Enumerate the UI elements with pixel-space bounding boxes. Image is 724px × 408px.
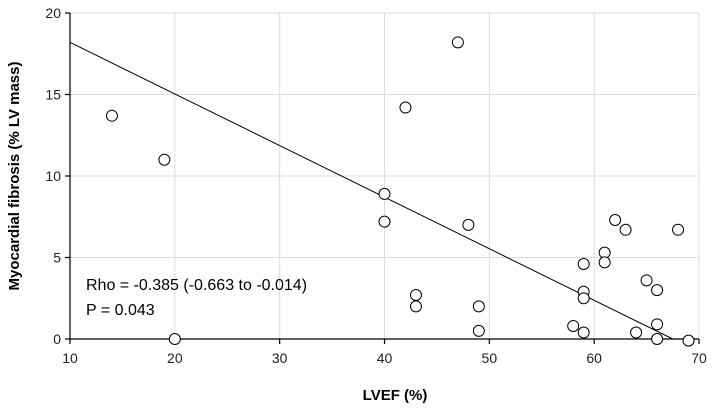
data-point: [577, 292, 590, 305]
x-tick-labels: 10 20 30 40 50 60 70: [62, 339, 707, 366]
data-point: [598, 256, 611, 269]
data-point: [619, 223, 632, 236]
data-points: [105, 36, 695, 347]
data-point: [577, 326, 590, 339]
data-point: [651, 318, 664, 331]
y-tick-label-0: 0: [53, 331, 61, 347]
x-tick-label-30: 30: [272, 350, 288, 366]
data-point: [567, 319, 580, 332]
annotation-rho: Rho = -0.385 (-0.663 to -0.014): [86, 277, 307, 294]
x-axis-title: LVEF (%): [363, 387, 428, 404]
data-point: [651, 333, 664, 345]
y-tick-label-20: 20: [45, 5, 61, 21]
data-point: [462, 218, 475, 231]
data-point: [168, 333, 181, 345]
annotation-p-value: P = 0.043: [86, 302, 155, 319]
data-point: [409, 300, 422, 313]
y-tick-label-10: 10: [45, 168, 61, 184]
data-point: [577, 258, 590, 271]
y-tick-label-5: 5: [53, 250, 61, 266]
y-tick-label-15: 15: [45, 87, 61, 103]
x-tick-label-10: 10: [62, 350, 78, 366]
x-tick-label-70: 70: [691, 350, 707, 366]
grid: [70, 12, 700, 339]
data-point: [640, 274, 653, 287]
x-tick-label-40: 40: [377, 350, 393, 366]
data-point: [472, 324, 485, 337]
y-axis-title: Myocardial fibrosis (% LV mass): [6, 62, 23, 291]
data-point: [378, 187, 391, 200]
data-point: [409, 288, 422, 301]
data-point: [630, 326, 643, 339]
data-point: [378, 215, 391, 228]
data-point: [651, 284, 664, 297]
regression-line: [69, 41, 674, 340]
data-point: [682, 334, 695, 347]
x-tick-label-50: 50: [482, 350, 498, 366]
x-tick-label-60: 60: [586, 350, 602, 366]
data-point: [451, 36, 464, 49]
data-point: [609, 214, 622, 227]
data-point: [472, 300, 485, 313]
data-point: [399, 101, 412, 114]
x-tick-label-20: 20: [167, 350, 183, 366]
data-point: [672, 223, 685, 236]
y-tick-labels: 0 5 10 15 20: [45, 5, 70, 347]
data-point: [158, 153, 171, 166]
data-point: [105, 109, 118, 122]
